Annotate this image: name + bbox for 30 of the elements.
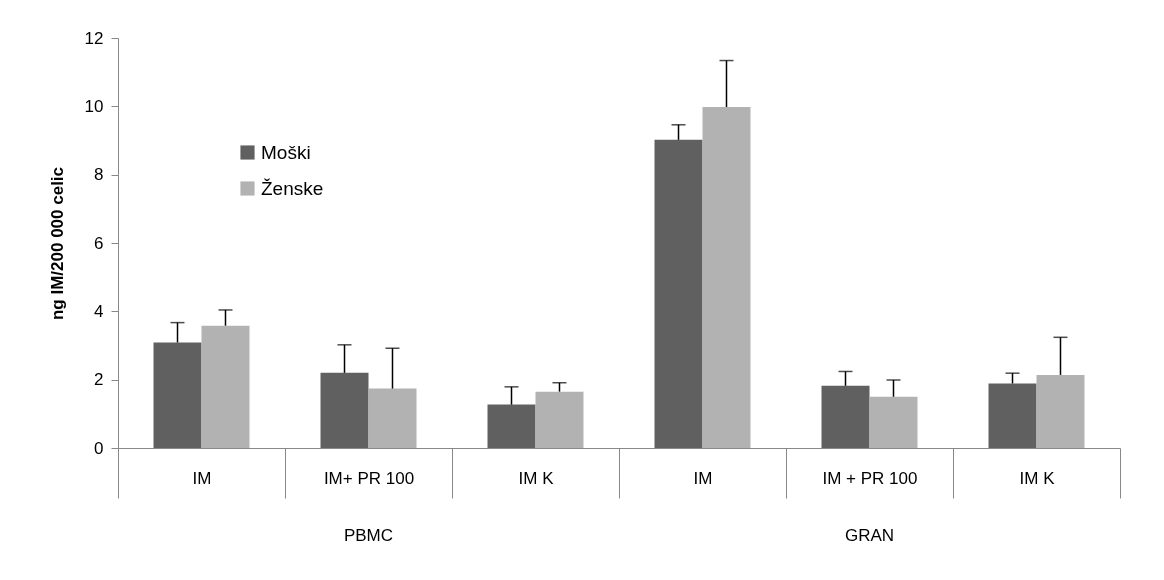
text: PBMC <box>343 526 394 545</box>
text: GRAN <box>844 526 895 545</box>
y-tick-label: 2 <box>94 370 104 390</box>
bar <box>535 391 584 448</box>
y-tick-label: 6 <box>94 233 104 253</box>
bar <box>654 139 703 448</box>
bar <box>153 342 202 448</box>
bar <box>988 383 1037 448</box>
x-tick-label: IM <box>693 468 713 488</box>
bar <box>869 396 918 448</box>
legend-label: Ženske <box>261 177 324 199</box>
x-tick-label: IM K <box>1019 468 1056 488</box>
x-tick-label: IM <box>192 468 212 488</box>
x-tick-label: IM K <box>518 468 555 488</box>
y-tick-label: 12 <box>84 28 104 48</box>
y-axis-title: ng IM/200 000 celic <box>47 166 67 321</box>
bar <box>702 107 751 448</box>
bar <box>320 372 369 448</box>
bar <box>1036 374 1085 448</box>
y-tick-label: 4 <box>94 301 104 321</box>
x-tick-label: IM+ PR 100 <box>323 468 415 488</box>
bar <box>487 404 536 448</box>
bar <box>368 388 417 448</box>
y-tick-label: 8 <box>94 165 104 185</box>
bar <box>201 325 250 448</box>
bar <box>821 385 870 448</box>
y-tick-label: 0 <box>94 438 104 458</box>
legend-label: Moški <box>261 141 311 163</box>
y-tick-label: 10 <box>84 96 104 116</box>
x-tick-label: IM + PR 100 <box>822 468 918 488</box>
